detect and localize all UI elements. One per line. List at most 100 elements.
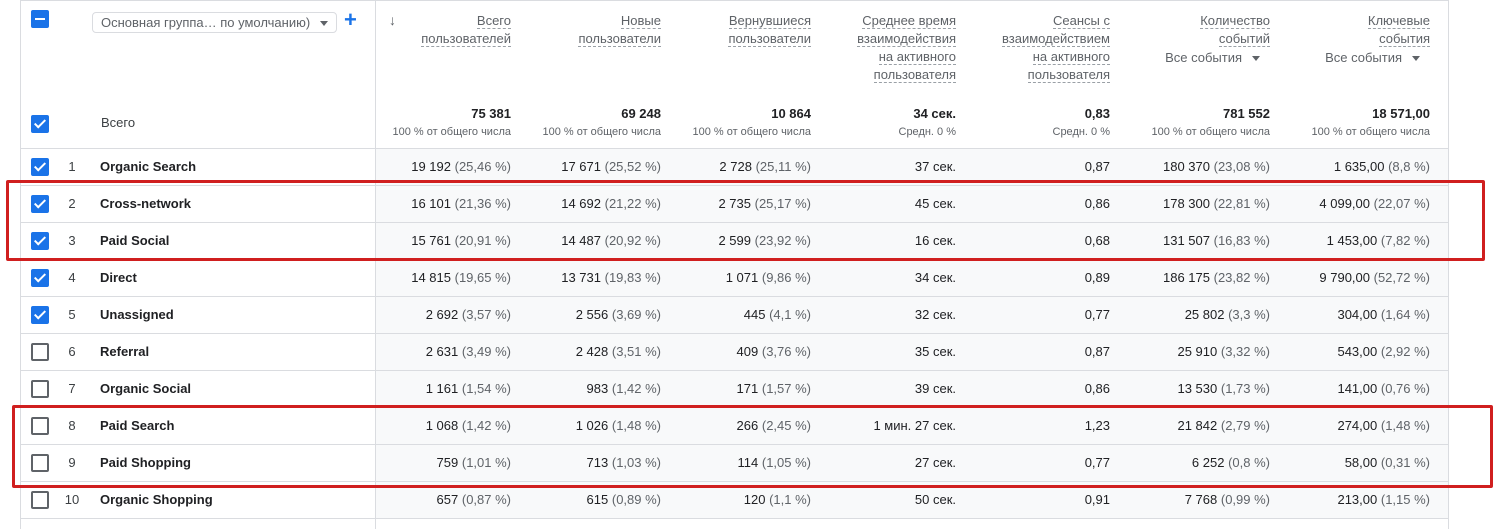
metric-value: 0,86	[1084, 196, 1110, 211]
metric-cell: 120 (1,1 %)	[744, 492, 811, 507]
metric-percent: (23,92 %)	[754, 233, 811, 248]
row-checkbox[interactable]	[31, 269, 49, 287]
metric-percent: (3,76 %)	[761, 344, 811, 359]
metric-percent: (8,8 %)	[1388, 159, 1430, 174]
metric-value: 0,89	[1084, 270, 1110, 285]
row-checkbox[interactable]	[31, 158, 49, 176]
channel-name: Paid Search	[100, 418, 175, 433]
metric-percent: (1,15 %)	[1380, 492, 1430, 507]
metric-percent: (3,32 %)	[1220, 344, 1270, 359]
metric-cell: 1 161 (1,54 %)	[426, 381, 511, 396]
select-all-indeterminate-checkbox[interactable]	[31, 10, 49, 28]
chevron-down-icon	[1412, 56, 1420, 62]
table-row[interactable]: 8 Paid Search 1 068 (1,42 %) 1 026 (1,48 %)…	[20, 408, 1448, 445]
row-checkbox[interactable]	[31, 343, 49, 361]
row-checkbox[interactable]	[31, 454, 49, 472]
row-checkbox[interactable]	[31, 195, 49, 213]
column-header-events[interactable]: Количество событий	[1200, 12, 1270, 48]
metric-cell: 274,00 (1,48 %)	[1337, 418, 1430, 433]
row-checkbox[interactable]	[31, 380, 49, 398]
metric-percent: (0,87 %)	[461, 492, 511, 507]
metric-value: 131 507	[1163, 233, 1210, 248]
total-value: 34 сек.	[913, 106, 956, 121]
metric-percent: (20,91 %)	[454, 233, 511, 248]
row-checkbox[interactable]	[31, 417, 49, 435]
key-events-filter-dropdown[interactable]: Все события	[1325, 50, 1420, 65]
metric-percent: (3,51 %)	[611, 344, 661, 359]
row-divider	[20, 333, 1448, 334]
total-value: 75 381	[471, 106, 511, 121]
metric-cell: 34 сек.	[915, 270, 956, 285]
metric-percent: (21,36 %)	[454, 196, 511, 211]
metric-value: 178 300	[1163, 196, 1210, 211]
table-row[interactable]: 5 Unassigned 2 692 (3,57 %) 2 556 (3,69 %) 4…	[20, 297, 1448, 334]
table-row[interactable]: 1 Organic Search 19 192 (25,46 %) 17 671 (2…	[20, 149, 1448, 186]
channel-name: Paid Shopping	[100, 455, 191, 470]
metric-value: 13 731	[561, 270, 601, 285]
metric-value: 0,87	[1084, 344, 1110, 359]
metric-cell: 13 731 (19,83 %)	[561, 270, 661, 285]
metric-cell: 58,00 (0,31 %)	[1345, 455, 1430, 470]
row-data-background	[376, 482, 1448, 518]
chevron-down-icon	[320, 21, 328, 26]
key-events-filter-label: Все события	[1325, 50, 1402, 65]
metric-percent: (1,03 %)	[611, 455, 661, 470]
totals-checkbox[interactable]	[31, 115, 49, 133]
metric-value: 445	[743, 307, 766, 322]
total-subtext: 100 % от общего числа	[392, 126, 511, 138]
dimension-select[interactable]: Основная группа… по умолчанию)	[92, 12, 337, 33]
column-header-line: пользователи	[578, 31, 661, 47]
metric-value: 39 сек.	[914, 381, 956, 396]
events-filter-dropdown[interactable]: Все события	[1165, 50, 1260, 65]
metric-value: 759	[436, 455, 459, 470]
column-header-avg_time[interactable]: Среднее время взаимодействия на активного п…	[857, 12, 956, 84]
metric-value: 114	[737, 455, 759, 470]
column-header-returning[interactable]: Вернувшиеся пользователи	[728, 12, 811, 48]
table-row[interactable]: 2 Cross-network 16 101 (21,36 %) 14 692 (21…	[20, 186, 1448, 223]
metric-value: 35 сек.	[914, 344, 956, 359]
metric-percent: (52,72 %)	[1373, 270, 1430, 285]
metric-value: 14 487	[561, 233, 601, 248]
metric-cell: 45 сек.	[915, 196, 956, 211]
row-checkbox[interactable]	[31, 491, 49, 509]
metric-value: 0,87	[1084, 159, 1110, 174]
metric-percent: (22,07 %)	[1373, 196, 1430, 211]
row-checkbox[interactable]	[31, 306, 49, 324]
column-header-sessions_per[interactable]: Сеансы с взаимодействием на активного польз…	[1002, 12, 1110, 84]
metric-cell: 1 026 (1,48 %)	[576, 418, 661, 433]
column-header-key_events[interactable]: Ключевые события	[1367, 12, 1430, 48]
metric-value: 37 сек.	[914, 159, 956, 174]
table-row[interactable]: 6 Referral 2 631 (3,49 %) 2 428 (3,51 %) 409…	[20, 334, 1448, 371]
metric-cell: 180 370 (23,08 %)	[1163, 159, 1270, 174]
metric-cell: 543,00 (2,92 %)	[1337, 344, 1430, 359]
metric-value: 657	[436, 492, 459, 507]
table-row[interactable]: 3 Paid Social 15 761 (20,91 %) 14 487 (20,9…	[20, 223, 1448, 260]
total-value: 69 248	[621, 106, 661, 121]
metric-value: 983	[586, 381, 609, 396]
metric-percent: (3,3 %)	[1228, 307, 1270, 322]
table-row[interactable]: 7 Organic Social 1 161 (1,54 %) 983 (1,42 %…	[20, 371, 1448, 408]
metric-percent: (1,48 %)	[1380, 418, 1430, 433]
metric-cell: 2 631 (3,49 %)	[426, 344, 511, 359]
metric-value: 2 728	[719, 159, 752, 174]
table-row[interactable]: 4 Direct 14 815 (19,65 %) 13 731 (19,83 %) 1…	[20, 260, 1448, 297]
table-row[interactable]: 9 Paid Shopping 759 (1,01 %) 713 (1,03 %) 11…	[20, 445, 1448, 482]
column-header-total_users[interactable]: Всего пользователей	[421, 12, 511, 48]
metric-cell: 266 (2,45 %)	[737, 418, 811, 433]
total-value: 18 571,00	[1372, 106, 1430, 121]
metric-percent: (4,1 %)	[769, 307, 811, 322]
metric-cell: 50 сек.	[915, 492, 956, 507]
metric-percent: (7,82 %)	[1380, 233, 1430, 248]
arrow-down-icon[interactable]: ↓	[389, 12, 396, 28]
table-row[interactable]: 10 Organic Shopping 657 (0,87 %) 615 (0,89 …	[20, 482, 1448, 519]
metric-cell: 0,77	[1085, 455, 1110, 470]
metric-value: 9 790,00	[1319, 270, 1370, 285]
column-header-new_users[interactable]: Новые пользователи	[578, 12, 661, 48]
row-checkbox[interactable]	[31, 232, 49, 250]
metric-percent: (25,52 %)	[604, 159, 661, 174]
metric-value: 0,91	[1084, 492, 1110, 507]
row-divider	[20, 481, 1448, 482]
plus-icon[interactable]: +	[344, 7, 357, 32]
metric-cell: 15 761 (20,91 %)	[411, 233, 511, 248]
column-header-line: Среднее время	[862, 13, 956, 29]
